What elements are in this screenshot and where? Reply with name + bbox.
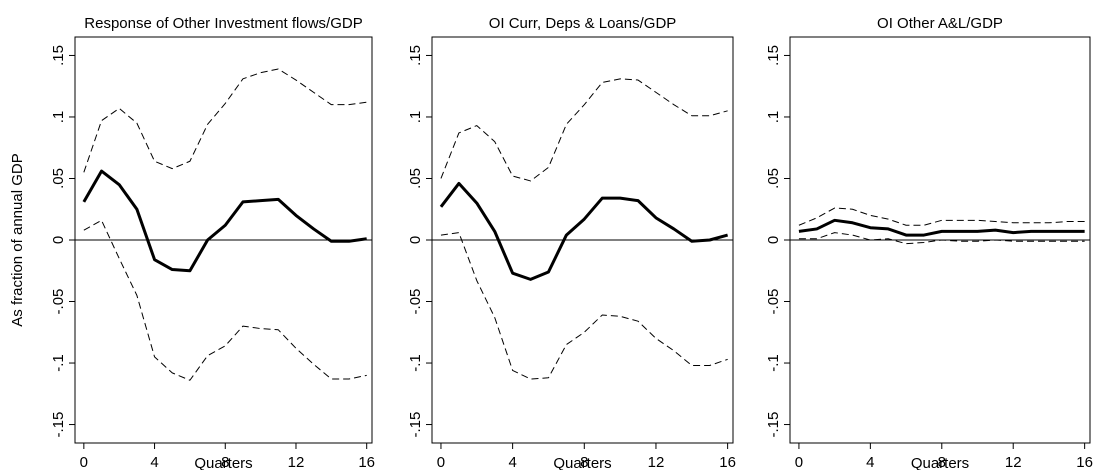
y-tick-label: -.1: [765, 354, 782, 372]
y-tick-label: .05: [407, 168, 424, 189]
y-tick-label: 0: [407, 236, 424, 244]
x-tick-label: 16: [358, 454, 375, 470]
confidence-band: [440, 232, 728, 380]
x-tick-label: 0: [795, 454, 803, 470]
x-tick-label: 4: [508, 454, 516, 470]
response-line: [439, 181, 729, 281]
y-tick-label: .15: [50, 45, 67, 66]
panel-title: OI Curr, Deps & Loans/GDP: [489, 15, 677, 32]
y-tick-label: -.1: [50, 354, 67, 372]
x-tick-label: 16: [1076, 454, 1093, 470]
y-tick-label: -.15: [407, 412, 424, 438]
x-tick-label: 0: [80, 454, 88, 470]
confidence-band: [440, 78, 728, 182]
response-line: [82, 169, 367, 273]
y-tick-label: 0: [50, 236, 67, 244]
confidence-band: [83, 68, 367, 173]
x-tick-label: 12: [288, 454, 305, 470]
y-tick-label: -.15: [50, 412, 67, 438]
x-tick-label: 12: [1005, 454, 1022, 470]
confidence-band: [798, 232, 1085, 245]
y-tick-label: 0: [765, 236, 782, 244]
y-tick-label: -.05: [765, 289, 782, 315]
y-tick-label: .1: [50, 111, 67, 124]
y-axis-label: As fraction of annual GDP: [9, 153, 26, 326]
x-axis-label: Quarters: [194, 455, 252, 470]
x-tick-label: 4: [866, 454, 874, 470]
x-tick-label: 8: [580, 454, 588, 470]
y-tick-label: .15: [765, 45, 782, 66]
x-tick-label: 0: [437, 454, 445, 470]
x-axis-label: Quarters: [553, 455, 611, 470]
confidence-band: [83, 219, 367, 381]
y-tick-label: -.05: [50, 289, 67, 315]
x-tick-label: 4: [150, 454, 158, 470]
y-tick-label: -.05: [407, 289, 424, 315]
x-tick-label: 8: [221, 454, 229, 470]
y-tick-label: -.1: [407, 354, 424, 372]
y-tick-label: -.15: [765, 412, 782, 438]
x-tick-label: 8: [938, 454, 946, 470]
y-tick-label: .05: [765, 168, 782, 189]
y-tick-label: .05: [50, 168, 67, 189]
y-tick-label: .1: [407, 111, 424, 124]
panel-title: Response of Other Investment flows/GDP: [84, 15, 362, 32]
response-line: [798, 218, 1085, 237]
x-tick-label: 12: [648, 454, 665, 470]
x-axis-label: Quarters: [911, 455, 969, 470]
y-tick-label: .15: [407, 45, 424, 66]
y-tick-label: .1: [765, 111, 782, 124]
x-tick-label: 16: [719, 454, 736, 470]
confidence-band: [798, 207, 1085, 226]
panel-title: OI Other A&L/GDP: [877, 15, 1003, 32]
